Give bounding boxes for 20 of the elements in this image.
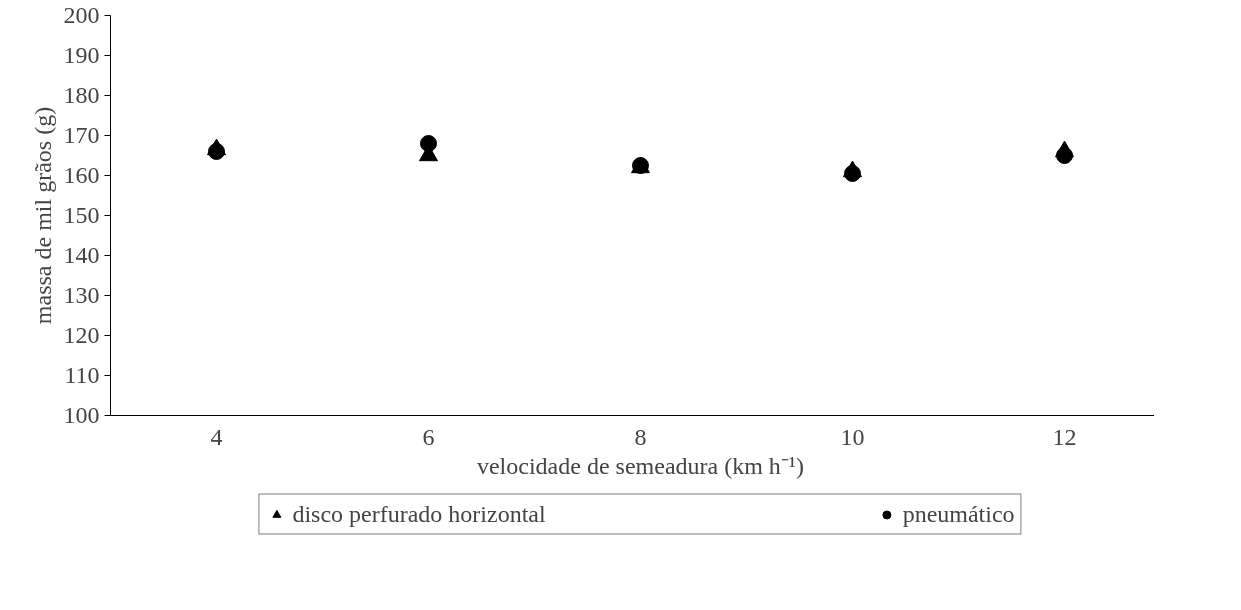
y-tick-label: 120	[63, 322, 100, 348]
y-tick-label: 130	[63, 282, 100, 308]
y-tick-label: 170	[63, 122, 100, 148]
y-tick-label: 160	[63, 162, 100, 188]
legend-label: disco perfurado horizontal	[292, 500, 546, 528]
x-tick-label: 8	[634, 423, 647, 450]
x-tick-label: 4	[210, 423, 223, 450]
x-axis-title: velocidade de semeadura (km h⁻¹)	[476, 452, 805, 479]
x-tick-label: 12	[1052, 423, 1077, 450]
y-tick-label: 150	[63, 202, 100, 228]
legend-label: pneumático	[902, 500, 1015, 528]
y-tick-label: 100	[63, 402, 100, 428]
x-tick-label: 6	[422, 423, 435, 450]
y-tick-label: 140	[63, 242, 100, 268]
y-axis-title: massa de mil grãos (g)	[29, 106, 56, 325]
y-tick-label: 190	[63, 42, 100, 68]
x-tick-label: 10	[840, 423, 865, 450]
y-tick-label: 180	[63, 82, 100, 108]
y-tick-label: 200	[63, 2, 100, 28]
y-tick-label: 110	[64, 362, 100, 388]
